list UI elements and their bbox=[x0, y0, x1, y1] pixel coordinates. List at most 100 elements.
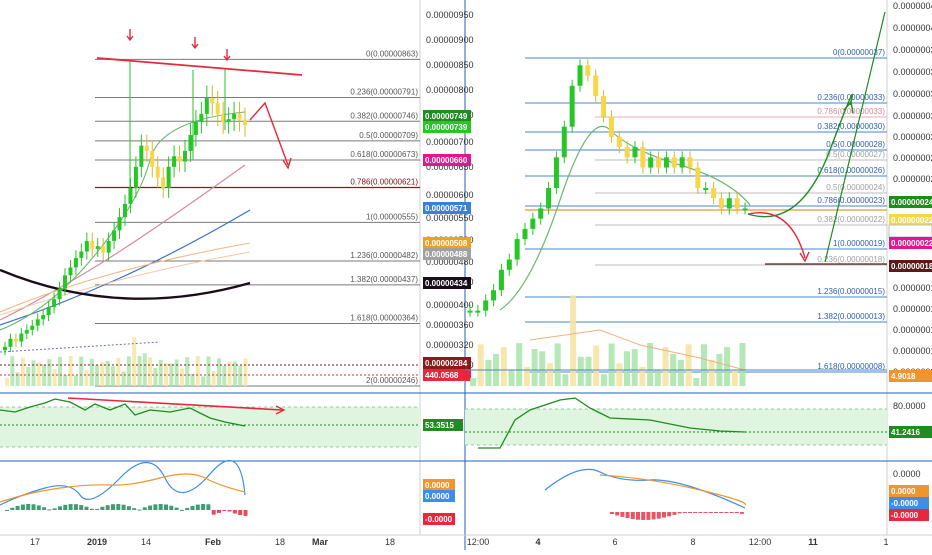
candle bbox=[491, 290, 497, 301]
macd-hist-bar bbox=[724, 512, 729, 513]
candle bbox=[63, 275, 67, 289]
right-price-tick: 0.00000032 bbox=[893, 111, 932, 121]
volume-bar bbox=[58, 356, 62, 386]
volume-bar bbox=[211, 370, 216, 386]
fib-label: 0.5(0.00000028) bbox=[826, 140, 885, 149]
macd-hist-bar bbox=[179, 509, 184, 511]
right-price-tick: 0.00000038 bbox=[893, 45, 932, 55]
left-price-tag: 0.00000508 bbox=[425, 239, 468, 248]
left-macd-tag-bg bbox=[423, 490, 455, 502]
right-price-tag-bg bbox=[889, 370, 932, 382]
volume-bar bbox=[593, 345, 600, 386]
macd-hist-bar bbox=[100, 506, 105, 510]
ma-orange-line bbox=[0, 242, 251, 313]
left-price-tick: 0.00000360 bbox=[426, 320, 474, 330]
volume-bar bbox=[577, 356, 584, 386]
left-time-tick: 17 bbox=[30, 537, 40, 547]
right-price-tick: 0.00000026 bbox=[893, 174, 932, 184]
left-osc-tag: 53.3515 bbox=[425, 421, 454, 430]
macd-hist-bar bbox=[185, 507, 190, 510]
osc-band bbox=[0, 407, 420, 447]
ma-pink-line bbox=[0, 164, 246, 321]
volume-bar bbox=[89, 358, 94, 386]
projection-arrow[interactable] bbox=[249, 101, 289, 166]
left-chart[interactable]: 0.00000950 0.00000900 0.00000850 0.00000800… bbox=[0, 10, 474, 547]
candle bbox=[30, 325, 35, 330]
candle bbox=[172, 156, 177, 167]
left-price-tag: 0.00000434 bbox=[425, 279, 468, 288]
candle bbox=[663, 157, 669, 168]
ma-blue-line bbox=[0, 209, 251, 326]
volume-bar bbox=[554, 343, 561, 386]
bearish-projection-arrow[interactable] bbox=[747, 212, 806, 259]
macd-hist-bar bbox=[698, 512, 703, 513]
left-price-tick: 0.00000550 bbox=[426, 213, 474, 223]
right-price-tick: 0.00000036 bbox=[893, 67, 932, 77]
macd-hist-bar bbox=[190, 505, 195, 510]
candle bbox=[41, 315, 46, 320]
right-macd-tick: 0.0000 bbox=[893, 469, 921, 479]
fib-label: 0.236(0.00000791) bbox=[350, 87, 418, 96]
macd-hist-bar bbox=[217, 510, 221, 513]
right-macd-tag-bg bbox=[889, 497, 929, 509]
macd-hist-bar bbox=[227, 510, 232, 512]
macd-hist-bar bbox=[5, 510, 9, 511]
left-price-tag: 440.0568 bbox=[425, 371, 459, 380]
candle bbox=[46, 307, 51, 316]
candle bbox=[3, 346, 7, 351]
left-time-tick: Mar bbox=[312, 537, 329, 547]
ma-peach-line bbox=[0, 251, 251, 316]
left-price-tag: 0.00000571 bbox=[425, 204, 468, 213]
resistance-trendline[interactable] bbox=[96, 57, 303, 76]
candle bbox=[711, 188, 717, 199]
candle bbox=[73, 257, 78, 268]
candle bbox=[79, 251, 84, 258]
candle bbox=[506, 259, 512, 270]
macd-hist-bar bbox=[667, 512, 672, 517]
macd-hist-bar bbox=[703, 512, 708, 513]
candle bbox=[68, 267, 73, 276]
candle bbox=[232, 113, 237, 120]
volume-bar bbox=[731, 370, 738, 386]
volume-bar bbox=[227, 361, 232, 386]
right-chart[interactable]: 0.00000042 0.00000040 0.00000038 0.00000036… bbox=[465, 1, 932, 547]
right-price-tag: 0.00000018 bbox=[891, 262, 932, 271]
candle bbox=[522, 228, 528, 240]
volume-bar bbox=[20, 357, 25, 386]
volume-bar bbox=[477, 344, 484, 386]
candle bbox=[193, 121, 198, 136]
candle bbox=[139, 145, 144, 167]
volume-bar bbox=[190, 373, 195, 386]
volume-bar bbox=[153, 367, 158, 386]
volume-bar bbox=[132, 337, 137, 386]
candle bbox=[703, 188, 709, 190]
candle bbox=[742, 208, 748, 211]
volume-bar bbox=[654, 370, 661, 386]
volume-bar bbox=[724, 347, 731, 386]
volume-bar bbox=[126, 356, 131, 386]
signal-line bbox=[0, 473, 246, 503]
volume-bar bbox=[36, 362, 41, 386]
candle bbox=[734, 198, 740, 209]
volume-bar bbox=[185, 357, 190, 386]
divergence-line[interactable] bbox=[67, 397, 283, 411]
candle bbox=[226, 119, 231, 122]
candle bbox=[199, 113, 204, 122]
volume-bar bbox=[121, 371, 126, 386]
right-time-tick: 11 bbox=[808, 537, 818, 547]
green-trendline[interactable] bbox=[824, 11, 886, 263]
right-price-tick: 0.00000016 bbox=[893, 283, 932, 293]
macd-hist-bar bbox=[63, 504, 68, 510]
volume-bar bbox=[708, 359, 715, 386]
macd-hist-bar bbox=[610, 512, 614, 514]
left-time-tick: 2019 bbox=[87, 537, 107, 547]
macd-hist-bar bbox=[137, 509, 142, 511]
right-time-tick: 1 bbox=[883, 537, 888, 547]
candle bbox=[601, 96, 607, 117]
right-price-tag-bg bbox=[889, 214, 932, 226]
macd-hist-bar bbox=[719, 512, 724, 513]
right-price-tag: 0.00000022 bbox=[891, 239, 932, 248]
right-macd-tag: 0.0000 bbox=[891, 487, 916, 496]
